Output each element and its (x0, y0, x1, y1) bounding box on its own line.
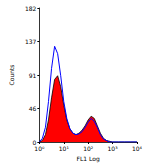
svg-text:Counts: Counts (8, 65, 15, 86)
svg-text:10³: 10³ (108, 145, 119, 152)
svg-text:10⁴: 10⁴ (132, 145, 143, 152)
svg-text:46: 46 (29, 105, 37, 112)
svg-text:10²: 10² (83, 145, 94, 152)
svg-text:91: 91 (29, 72, 37, 79)
svg-text:10⁰: 10⁰ (34, 145, 45, 152)
svg-text:FL1 Log: FL1 Log (77, 155, 100, 163)
svg-text:0: 0 (32, 138, 37, 146)
svg-text:137: 137 (25, 38, 37, 45)
svg-text:182: 182 (25, 5, 37, 12)
svg-text:10¹: 10¹ (59, 145, 70, 152)
